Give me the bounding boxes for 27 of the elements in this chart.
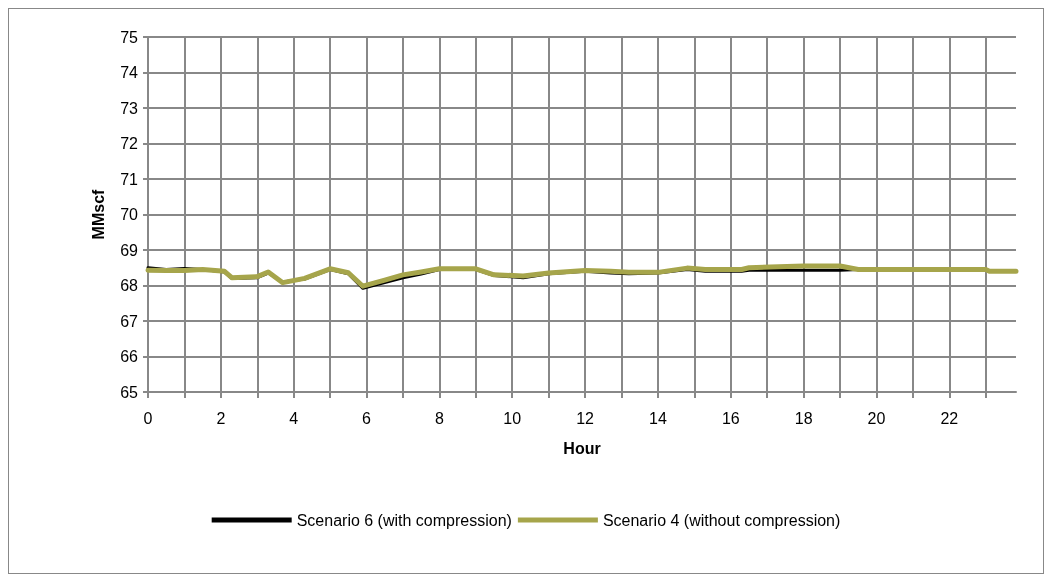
y-tick-label: 67 [120, 312, 139, 330]
x-axis-title: Hour [563, 439, 601, 457]
y-tick-label: 72 [120, 135, 139, 152]
x-tick-label: 0 [143, 409, 153, 427]
y-tick-label: 71 [120, 170, 139, 188]
y-tick-label: 70 [120, 206, 139, 223]
legend-label: Scenario 4 (without compression) [602, 511, 841, 529]
x-tick-label: 18 [794, 409, 813, 427]
x-tick-label: 8 [434, 409, 444, 427]
legend-label: Scenario 6 (with compression) [296, 511, 512, 529]
x-tick-label: 12 [576, 409, 595, 427]
y-axis-title: MMscf [89, 188, 107, 240]
x-tick-label: 22 [940, 409, 959, 427]
y-tick-label: 65 [120, 383, 139, 401]
x-tick-label: 6 [362, 409, 372, 427]
y-tick-label: 73 [120, 99, 139, 117]
y-tick-label: 69 [120, 241, 139, 259]
y-tick-label: 66 [120, 348, 139, 365]
x-tick-label: 4 [289, 409, 299, 427]
x-tick-label: 2 [216, 409, 226, 427]
x-tick-label: 10 [503, 409, 522, 427]
x-tick-label: 16 [721, 409, 740, 427]
y-tick-label: 75 [120, 28, 139, 46]
y-tick-label: 68 [120, 277, 139, 294]
x-tick-label: 20 [867, 409, 886, 427]
y-tick-label: 74 [120, 64, 139, 81]
x-tick-label: 14 [649, 409, 667, 427]
